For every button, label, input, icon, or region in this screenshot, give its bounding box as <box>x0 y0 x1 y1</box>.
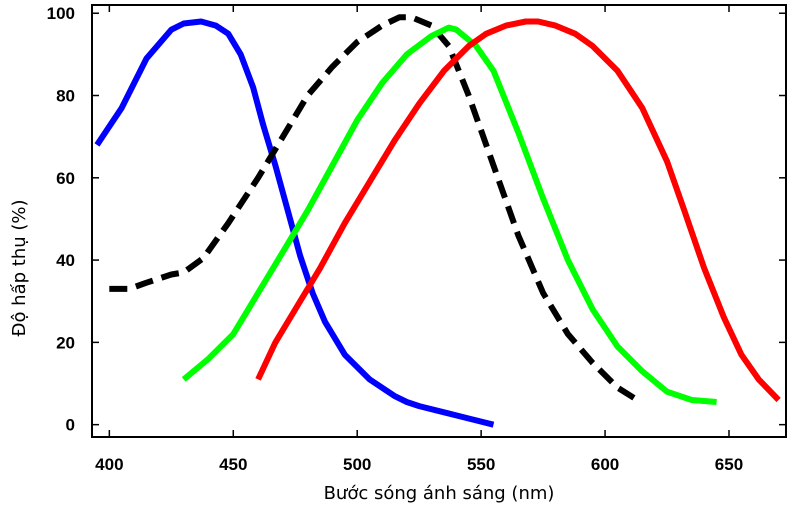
plot-frame <box>91 4 787 438</box>
x-tick-label: 450 <box>219 455 247 474</box>
y-tick-label: 20 <box>56 333 75 352</box>
x-tick-label: 550 <box>467 455 495 474</box>
y-axis-title: Độ hấp thụ (%) <box>9 199 30 336</box>
y-tick-label: 0 <box>66 416 75 435</box>
y-tick-label: 80 <box>56 87 75 106</box>
x-tick-label: 650 <box>715 455 743 474</box>
series-line-blue <box>94 18 495 428</box>
series-line-black <box>109 14 639 403</box>
axis-tick-labels: 400 450 500 550 600 650 0 20 40 60 80 100 <box>47 4 744 474</box>
series-lines <box>94 14 781 428</box>
x-axis-title: Bước sóng ánh sáng (nm) <box>324 483 555 504</box>
x-tick-label: 400 <box>95 455 123 474</box>
y-tick-label: 100 <box>47 4 75 23</box>
y-tick-label: 60 <box>56 169 75 188</box>
series-line-green <box>181 24 717 405</box>
x-tick-label: 600 <box>591 455 619 474</box>
x-tick-label: 500 <box>343 455 371 474</box>
axis-ticks <box>92 5 786 437</box>
y-tick-label: 40 <box>56 251 75 270</box>
series-line-red <box>255 18 781 403</box>
